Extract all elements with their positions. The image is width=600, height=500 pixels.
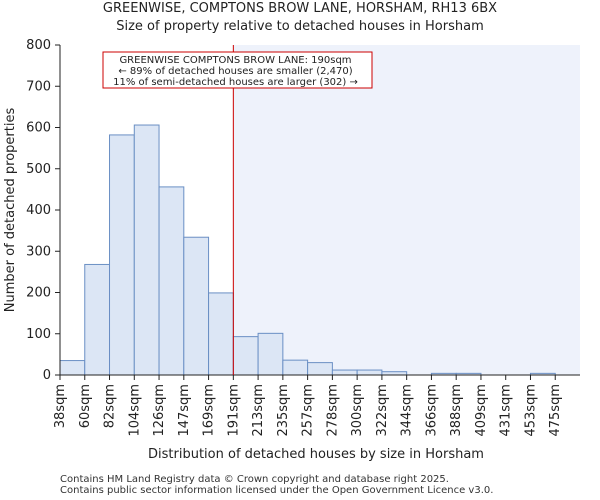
annotation-line: ← 89% of detached houses are smaller (2,… [118, 66, 352, 77]
histogram-bar [257, 332, 284, 376]
histogram-bar [282, 359, 309, 376]
y-tick-label: 100 [26, 327, 51, 342]
y-tick-label: 0 [43, 368, 51, 383]
larger-region-shade [233, 45, 581, 375]
y-tick-label: 600 [26, 121, 51, 136]
x-tick-label: 213sqm [251, 384, 266, 437]
chart-title: GREENWISE, COMPTONS BROW LANE, HORSHAM, … [102, 1, 498, 16]
x-tick-label: 366sqm [424, 384, 439, 437]
y-tick-label: 800 [26, 38, 51, 53]
y-tick-label: 300 [26, 244, 51, 259]
histogram-bar [158, 186, 185, 376]
annotation-box [102, 51, 373, 89]
x-tick-label: 257sqm [301, 384, 316, 437]
x-tick-label: 38sqm [53, 384, 68, 428]
x-tick-label: 344sqm [400, 384, 415, 437]
histogram-bar [183, 236, 210, 376]
histogram-bar [356, 369, 383, 376]
y-tick-label: 200 [26, 286, 51, 301]
x-tick-label: 147sqm [177, 384, 192, 437]
y-axis-label: Number of detached properties [3, 108, 18, 313]
footer-line-1: Contains HM Land Registry data © Crown c… [60, 474, 449, 485]
histogram-bar [232, 336, 259, 376]
histogram-bar [307, 362, 333, 376]
y-tick-label: 400 [26, 203, 51, 218]
histogram-bar [84, 263, 111, 376]
histogram-bar [59, 360, 86, 376]
y-tick-label: 500 [26, 162, 51, 177]
x-tick-label: 235sqm [276, 384, 291, 437]
x-tick-label: 169sqm [202, 384, 217, 437]
x-tick-label: 300sqm [350, 384, 365, 437]
chart-subtitle: Size of property relative to detached ho… [116, 19, 484, 34]
x-tick-label: 191sqm [226, 384, 241, 437]
histogram-bar [331, 369, 358, 376]
y-tick-label: 700 [26, 79, 51, 94]
annotation-line: 11% of semi-detached houses are larger (… [113, 77, 358, 88]
x-tick-label: 431sqm [499, 384, 514, 437]
x-tick-label: 104sqm [127, 384, 142, 437]
annotation-line: GREENWISE COMPTONS BROW LANE: 190sqm [119, 55, 351, 66]
x-tick-label: 388sqm [449, 384, 464, 437]
x-tick-label: 60sqm [78, 384, 93, 428]
footer-line-2: Contains public sector information licen… [60, 485, 494, 496]
x-tick-label: 453sqm [523, 384, 538, 437]
histogram-bar [109, 134, 135, 376]
x-tick-label: 278sqm [325, 384, 340, 437]
histogram-bar [133, 124, 160, 376]
x-tick-label: 475sqm [548, 384, 563, 437]
x-tick-label: 126sqm [152, 384, 167, 437]
x-tick-label: 322sqm [375, 384, 390, 437]
x-axis-label: Distribution of detached houses by size … [148, 447, 484, 462]
x-tick-label: 409sqm [474, 384, 489, 437]
x-tick-label: 82sqm [103, 384, 118, 428]
histogram-bar [208, 292, 234, 376]
